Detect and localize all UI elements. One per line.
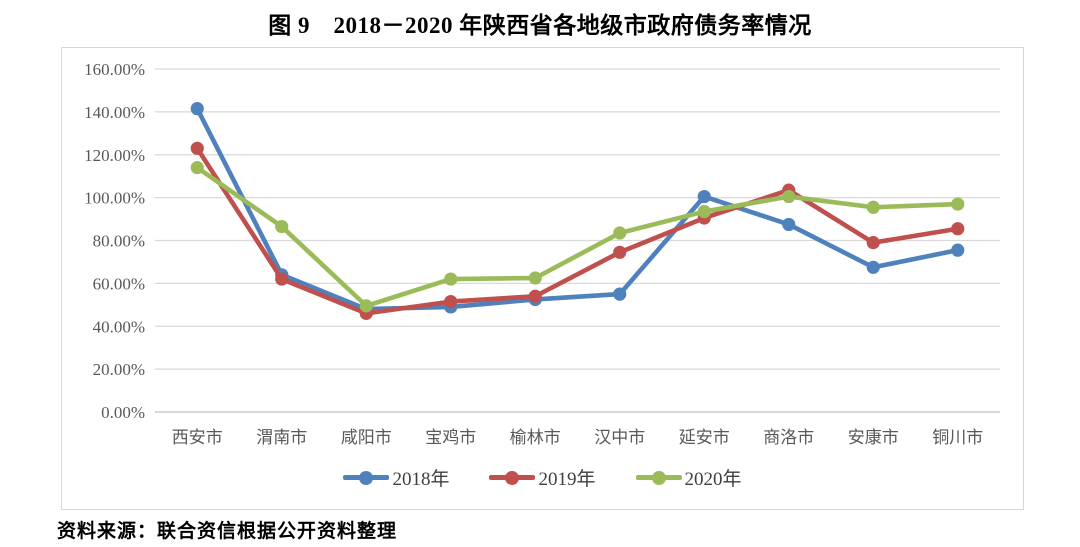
legend-item-2019: 2019年 [489,464,596,491]
y-axis-tick-label: 60.00% [93,274,145,293]
series-line-2019年 [194,146,961,316]
y-axis-tick-label: 100.00% [84,189,145,208]
data-point-2019年-宝鸡市 [444,294,458,309]
legend-item-2020: 2020年 [635,464,742,491]
x-axis-category-label: 安康市 [848,428,899,447]
x-axis-category-label: 西安市 [172,428,223,447]
data-point-2020年-铜川市 [951,197,965,211]
data-point-2018年-西安市 [190,102,204,116]
y-axis-tick-label: 120.00% [84,146,145,165]
y-axis-tick-label: 40.00% [93,317,145,336]
y-axis-tick-label: 80.00% [93,232,145,251]
x-axis-category-label: 咸阳市 [341,428,392,447]
y-axis-tick-label: 0.00% [101,403,145,422]
data-point-2020年-咸阳市 [359,299,373,313]
x-axis-category-label: 铜川市 [932,428,983,447]
data-point-2018年-商洛市 [782,217,796,232]
chart-plot-area: 0.00% 20.00% 40.00% 60.00% 80.00% 100.00% 120.… [61,47,1024,510]
data-point-2020年-渭南市 [275,219,289,234]
series-line-2020年 [194,165,961,309]
data-point-2020年-安康市 [866,200,880,214]
x-axis-category-label: 渭南市 [256,428,307,447]
source-note: 资料来源：联合资信根据公开资料整理 [57,521,398,542]
data-point-2019年-西安市 [190,141,204,155]
figure-title: 图 9 2018－2020 年陕西省各地级市政府债务率情况 [268,13,812,38]
chart-legend: 2018年 2019年 2020年 [62,464,1023,491]
line-chart: 0.00% 20.00% 40.00% 60.00% 80.00% 100.00% 120.… [84,60,1000,447]
x-axis-category-label: 延安市 [679,428,730,447]
data-point-2019年-渭南市 [275,272,289,286]
data-point-2018年-铜川市 [951,243,965,257]
data-point-2020年-汉中市 [613,226,627,240]
legend-item-2018: 2018年 [343,464,449,491]
data-point-2019年-铜川市 [951,222,965,236]
legend-marker-2019-icon [489,470,536,485]
legend-marker-2018-icon [343,470,390,485]
data-point-2019年-安康市 [866,236,880,250]
data-point-2018年-汉中市 [613,287,627,301]
legend-label-2019: 2019年 [538,469,596,490]
data-point-2019年-榆林市 [528,289,542,303]
data-point-2020年-延安市 [697,204,711,219]
data-point-2018年-安康市 [866,260,880,274]
data-point-2020年-榆林市 [528,271,542,285]
x-axis-category-label: 汉中市 [594,428,645,447]
y-axis-tick-label: 20.00% [93,360,145,379]
x-axis-category-label: 榆林市 [510,428,561,447]
data-point-2018年-延安市 [697,189,711,204]
legend-label-2018: 2018年 [392,469,450,490]
legend-label-2020: 2020年 [684,469,742,490]
data-point-2019年-汉中市 [613,245,627,259]
x-axis-category-label: 宝鸡市 [425,428,476,447]
series-line-2018年 [194,106,961,312]
data-point-2020年-西安市 [190,161,204,175]
x-axis-category-label: 商洛市 [763,428,814,447]
y-axis-tick-label: 140.00% [84,103,145,122]
y-axis-tick-label: 160.00% [84,60,145,79]
data-point-2020年-宝鸡市 [444,272,458,286]
data-point-2020年-商洛市 [782,189,796,204]
legend-marker-2020-icon [635,470,682,485]
